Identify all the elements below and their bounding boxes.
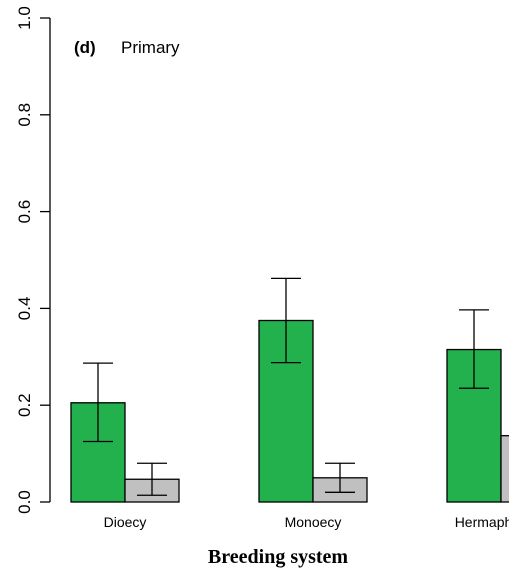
- x-axis-label: Breeding system: [208, 546, 349, 568]
- y-tick-label: 0.6: [15, 200, 34, 224]
- category-labels: Dioecy Monoecy Hermaphrodite: [104, 514, 509, 530]
- chart-title: Primary: [121, 38, 180, 57]
- category-label: Hermaphrodite: [455, 514, 509, 530]
- y-tick-label: 0.4: [15, 297, 34, 321]
- y-tick-label: 0.0: [15, 490, 34, 514]
- y-axis-ticks: 0.0 0.2 0.4 0.6 0.8 1.0: [15, 6, 50, 514]
- y-tick-label: 0.2: [15, 393, 34, 417]
- y-tick-label: 0.8: [15, 103, 34, 127]
- bars: [70, 277, 509, 503]
- panel-tag: (d): [74, 38, 96, 57]
- category-label: Dioecy: [104, 514, 147, 530]
- y-tick-label: 1.0: [15, 6, 34, 30]
- bar: [500, 435, 509, 503]
- category-label: Monoecy: [285, 514, 342, 530]
